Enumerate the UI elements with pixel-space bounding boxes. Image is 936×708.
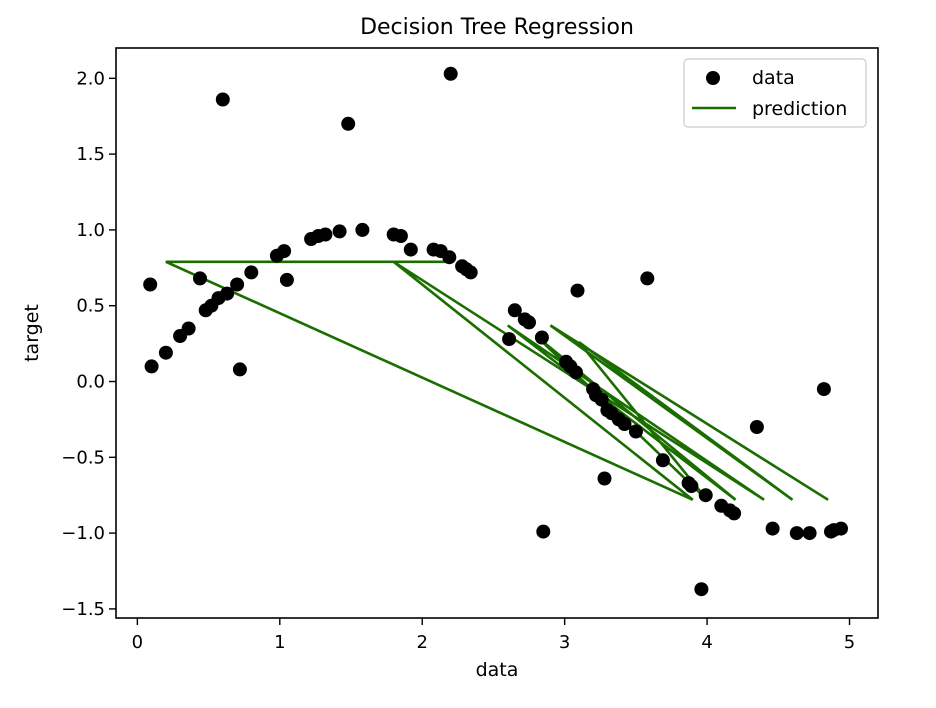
x-tick-label: 4 [701, 632, 712, 653]
data-point [230, 277, 245, 292]
axis-ticks: 0 1 2 3 4 5 −1.5 −1.0 −0.5 0.0 0.5 1.0 1.5 2.0 [61, 68, 855, 653]
data-point [279, 272, 294, 287]
data-point [617, 417, 632, 431]
prediction-line [165, 260, 829, 501]
x-tick-label: 0 [132, 632, 143, 653]
data-series [143, 66, 848, 597]
data-point [628, 424, 643, 439]
data-point [507, 303, 522, 318]
x-tick-label: 5 [844, 632, 855, 653]
data-point [536, 524, 551, 539]
data-point [443, 66, 458, 81]
data-point [765, 521, 780, 536]
data-point [534, 330, 549, 345]
data-point [522, 315, 536, 330]
data-point [502, 332, 517, 347]
y-tick-label: 1.0 [76, 220, 105, 241]
data-point [143, 277, 158, 292]
legend-box [683, 58, 867, 128]
data-point [749, 420, 764, 434]
data-point [442, 250, 457, 265]
data-point [789, 526, 804, 541]
data-point [318, 227, 333, 242]
y-tick-label: −1.5 [61, 599, 105, 620]
data-point [232, 362, 247, 377]
data-point [158, 345, 173, 360]
data-point [144, 359, 159, 374]
data-point [816, 382, 831, 397]
x-axis-label: data [476, 659, 519, 681]
data-point [193, 271, 207, 286]
data-point [355, 222, 370, 237]
data-point [463, 265, 478, 280]
data-point [277, 244, 292, 259]
y-tick-label: 1.5 [76, 144, 105, 165]
data-point [181, 321, 196, 336]
data-point [570, 283, 585, 298]
data-point [834, 521, 848, 536]
data-point [393, 229, 408, 243]
data-point [220, 286, 235, 301]
data-point [569, 365, 583, 380]
y-tick-label: −0.5 [61, 447, 105, 468]
y-axis-label: target [21, 304, 43, 362]
data-point [332, 224, 347, 239]
prediction-series [165, 260, 829, 501]
data-point [802, 526, 817, 541]
data-point [215, 92, 230, 107]
y-tick-label: 2.0 [76, 68, 105, 89]
y-tick-label: 0.0 [76, 372, 105, 393]
data-point [684, 479, 699, 494]
legend-data-marker [706, 71, 720, 85]
x-tick-label: 2 [416, 632, 427, 653]
legend-prediction-label: prediction [752, 98, 847, 120]
plot-area-frame [115, 47, 879, 619]
y-tick-label: 0.5 [76, 296, 105, 317]
x-tick-label: 1 [274, 632, 285, 653]
data-point [727, 506, 742, 521]
x-tick-label: 3 [559, 632, 570, 653]
data-point [594, 392, 609, 407]
data-point [341, 116, 356, 131]
data-point [403, 242, 418, 257]
data-point [694, 582, 709, 597]
y-tick-label: −1.0 [61, 523, 105, 544]
chart-title: Decision Tree Regression [360, 15, 634, 40]
data-point [698, 488, 713, 503]
data-point [640, 271, 655, 286]
data-point [655, 453, 670, 468]
data-point [244, 265, 259, 280]
legend: data prediction [683, 58, 867, 128]
legend-data-label: data [752, 67, 795, 89]
data-point [597, 471, 612, 486]
